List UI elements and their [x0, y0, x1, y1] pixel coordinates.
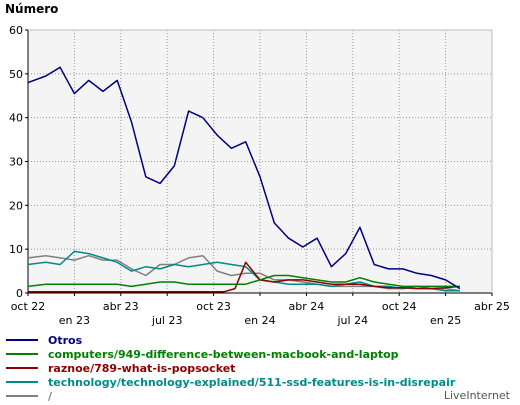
legend-swatch [6, 381, 38, 383]
line-chart: 0 10 20 30 40 50 60 oct 22 en 23 abr 23 jul 23 oct … [9, 24, 510, 327]
y-tick-label: 50 [9, 68, 23, 81]
series-line-0 [27, 66, 461, 290]
legend-label: Otros [48, 333, 83, 347]
x-tick-label: oct 22 [11, 300, 46, 313]
x-tick-label: abr 24 [289, 300, 325, 313]
y-tick-label: 30 [9, 156, 23, 169]
legend-swatch [6, 353, 38, 355]
grid-lines [28, 29, 492, 293]
x-tick-label: abr 23 [103, 300, 139, 313]
legend-label: raznoe/789-what-is-popsocket [48, 361, 236, 375]
y-tick-label: 10 [9, 243, 23, 256]
x-tick-label: en 24 [244, 314, 275, 327]
legend-swatch [6, 395, 38, 397]
legend-swatch [6, 367, 38, 369]
y-tick-label: 0 [16, 287, 23, 300]
x-tick-label: jul 24 [337, 314, 369, 327]
legend-item: raznoe/789-what-is-popsocket [6, 361, 514, 375]
x-tick-label: en 25 [430, 314, 461, 327]
legend-label: / [48, 389, 53, 403]
axes [25, 29, 493, 296]
legend-item: computers/949-difference-between-macbook… [6, 347, 514, 361]
x-tick-label: oct 23 [196, 300, 231, 313]
legend-label: computers/949-difference-between-macbook… [48, 347, 399, 361]
x-tick-label: en 23 [59, 314, 90, 327]
tick-labels: 0 10 20 30 40 50 60 oct 22 en 23 abr 23 jul 23 oct … [9, 24, 510, 327]
legend-item: / [6, 389, 514, 403]
legend-label: technology/technology-explained/511-ssd-… [48, 375, 456, 389]
x-tick-label: abr 25 [474, 300, 510, 313]
x-tick-label: jul 23 [151, 314, 183, 327]
legend-item: technology/technology-explained/511-ssd-… [6, 375, 514, 389]
y-tick-label: 40 [9, 112, 23, 125]
series-line-3 [27, 250, 460, 292]
legend-item: Otros [6, 333, 514, 347]
legend-swatch [6, 339, 38, 341]
y-tick-label: 60 [9, 24, 23, 37]
y-tick-label: 20 [9, 199, 23, 212]
chart-legend: Otros computers/949-difference-between-ma… [6, 333, 514, 403]
series-line-2 [28, 261, 460, 293]
x-tick-label: oct 24 [382, 300, 417, 313]
series-line-4 [27, 254, 461, 292]
footer-brand: LiveInternet [443, 389, 510, 402]
series-line-1 [27, 274, 460, 288]
y-axis-label: Número [5, 2, 59, 16]
series-lines [27, 66, 461, 293]
